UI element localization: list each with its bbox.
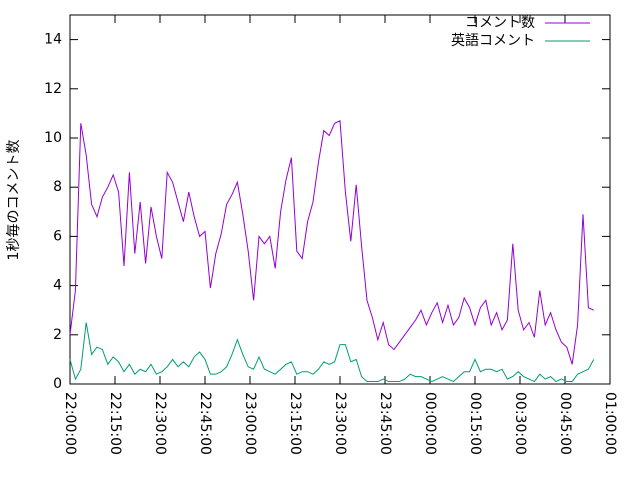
x-tick-label: 23:00:00 — [242, 392, 258, 455]
y-tick-label: 4 — [53, 278, 62, 294]
x-tick-label: 23:45:00 — [377, 392, 393, 455]
x-tick-label: 00:45:00 — [557, 392, 573, 455]
y-tick-label: 8 — [53, 179, 62, 195]
y-tick-label: 10 — [44, 130, 62, 146]
x-tick-label: 22:00:00 — [62, 392, 78, 455]
x-tick-label: 23:15:00 — [287, 392, 303, 455]
x-tick-label: 23:30:00 — [332, 392, 348, 455]
x-tick-label: 00:00:00 — [422, 392, 438, 455]
x-tick-label: 01:00:00 — [602, 392, 618, 455]
y-tick-label: 14 — [44, 32, 62, 48]
data-line — [69, 120, 595, 365]
x-tick-label: 22:30:00 — [152, 392, 168, 455]
x-tick-label: 22:15:00 — [107, 392, 123, 455]
data-line — [69, 322, 595, 383]
x-tick-label: 00:30:00 — [512, 392, 528, 455]
x-tick-label: 22:45:00 — [197, 392, 213, 455]
y-tick-label: 2 — [53, 327, 62, 343]
legend-label: コメント数 — [465, 15, 535, 31]
y-tick-label: 12 — [44, 81, 62, 97]
x-tick-label: 00:15:00 — [467, 392, 483, 455]
legend-label: 英語コメント — [451, 32, 535, 49]
plot-frame — [69, 14, 611, 385]
y-tick-label: 6 — [53, 228, 62, 244]
y-tick-label: 0 — [53, 376, 62, 392]
y-axis-label: 1秒毎のコメント数 — [6, 140, 22, 261]
